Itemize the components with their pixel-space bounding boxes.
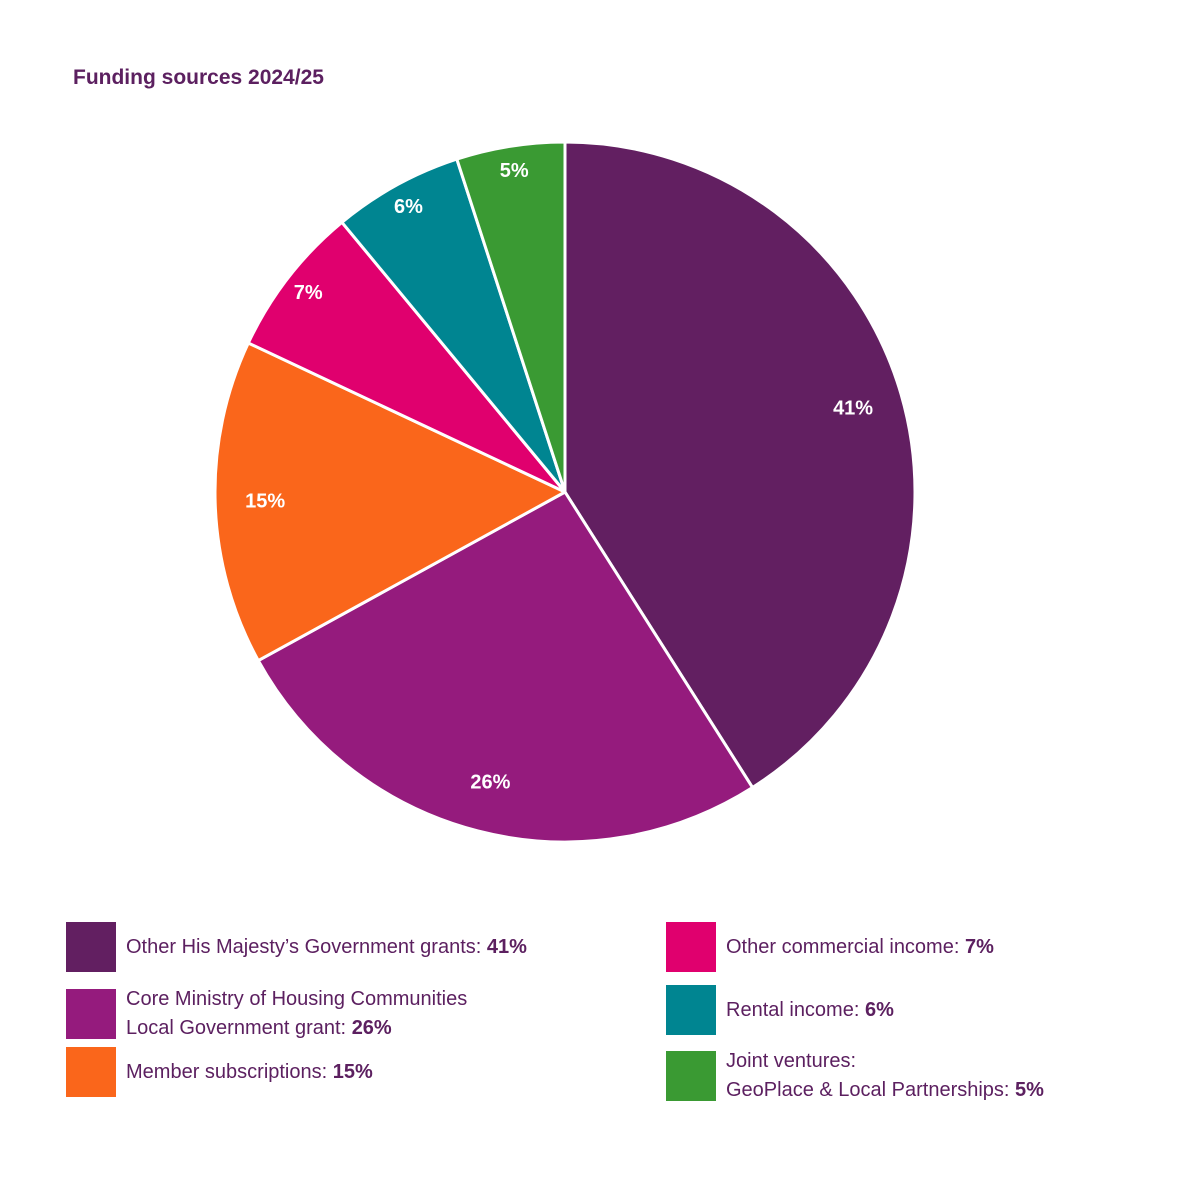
legend-label-line: Other commercial income: 7% xyxy=(726,935,994,958)
pie-slice-label-4: 7% xyxy=(294,282,323,304)
legend-label-line: Other His Majesty’s Government grants: 4… xyxy=(126,935,527,958)
legend-item-6: Joint ventures: GeoPlace & Local Partners… xyxy=(666,1047,1044,1105)
legend-swatch xyxy=(66,922,116,972)
legend-item-2: Core Ministry of Housing Communities Loca… xyxy=(66,985,467,1043)
legend-item-3: Member subscriptions: 15% xyxy=(66,1047,373,1097)
legend-label-line: Local Government grant: 26% xyxy=(126,1017,392,1039)
legend-label-line: Rental income: 6% xyxy=(726,998,894,1021)
legend-swatch xyxy=(666,1051,716,1101)
pie-slice-label-6: 5% xyxy=(500,160,529,182)
legend-label: Member subscriptions: 15% xyxy=(126,1058,373,1087)
pie-slice-5 xyxy=(340,157,567,494)
legend-label: Joint ventures: GeoPlace & Local Partners… xyxy=(726,1047,1044,1105)
legend-value: 6% xyxy=(864,998,894,1021)
pie-slice-label-2: 26% xyxy=(470,772,510,794)
pie-chart: 41% 26% 15% 7% 6% 5% xyxy=(213,140,917,844)
legend-value: 5% xyxy=(1015,1079,1044,1101)
legend-item-5: Rental income: 6% xyxy=(666,985,894,1035)
pie-slice-3 xyxy=(213,341,567,663)
legend-swatch xyxy=(66,1047,116,1097)
pie-slice-6 xyxy=(455,140,567,494)
legend-label: Other commercial income: 7% xyxy=(726,933,994,962)
pie-slice-1 xyxy=(563,140,917,790)
pie-slice-labels: 41% 26% 15% 7% 6% 5% xyxy=(245,160,873,794)
legend-value: 15% xyxy=(332,1060,373,1083)
pie-slices xyxy=(213,140,917,844)
legend-label-line: Core Ministry of Housing Communities xyxy=(126,988,468,1010)
legend-value: 41% xyxy=(486,935,527,958)
pie-slice-4 xyxy=(246,220,567,494)
legend-label-line: Member subscriptions: 15% xyxy=(126,1060,373,1083)
legend-label-line: GeoPlace & Local Partnerships: 5% xyxy=(726,1079,1044,1101)
legend-swatch xyxy=(666,922,716,972)
pie-slice-label-1: 41% xyxy=(833,397,873,419)
pie-slice-label-5: 6% xyxy=(394,196,423,218)
legend-label: Other His Majesty’s Government grants: 4… xyxy=(126,933,527,962)
pie-slice-2 xyxy=(256,490,755,844)
legend-swatch xyxy=(666,985,716,1035)
legend-value: 26% xyxy=(351,1017,392,1039)
chart-title: Funding sources 2024/25 xyxy=(73,66,324,89)
legend-swatch xyxy=(66,989,116,1039)
legend-item-1: Other His Majesty’s Government grants: 4… xyxy=(66,922,527,972)
legend-label-line: Joint ventures: xyxy=(726,1050,857,1072)
pie-slice-label-3: 15% xyxy=(245,490,285,512)
legend-label: Core Ministry of Housing Communities Loca… xyxy=(126,985,467,1043)
legend-value: 7% xyxy=(964,935,994,958)
legend-label: Rental income: 6% xyxy=(726,996,894,1025)
legend-item-4: Other commercial income: 7% xyxy=(666,922,994,972)
